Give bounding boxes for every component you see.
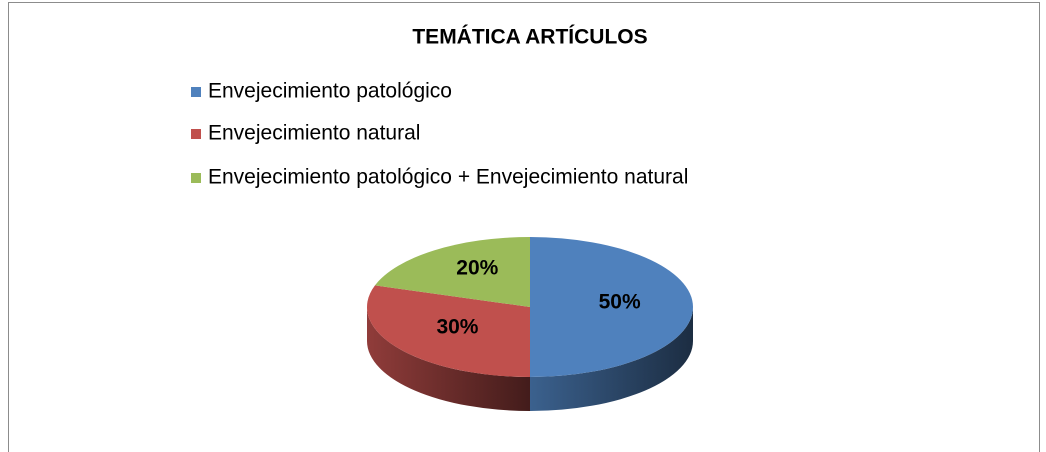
legend-swatch	[191, 129, 201, 139]
legend-swatch	[191, 173, 201, 183]
value-label: 20%	[456, 256, 498, 279]
pie-slice	[530, 237, 693, 377]
legend-label: Envejecimiento natural	[208, 122, 420, 145]
pie-slice	[374, 237, 530, 307]
pie-side	[530, 307, 693, 411]
legend-swatch	[191, 87, 201, 97]
legend-label: Envejecimiento patológico	[208, 80, 452, 103]
value-label: 50%	[599, 291, 641, 314]
pie-slice	[366, 285, 530, 377]
legend-label: Envejecimiento patológico + Envejecimien…	[208, 166, 688, 189]
value-label: 30%	[436, 315, 478, 338]
pie-side	[367, 307, 530, 411]
chart-title: TEMÁTICA ARTÍCULOS	[412, 26, 647, 49]
